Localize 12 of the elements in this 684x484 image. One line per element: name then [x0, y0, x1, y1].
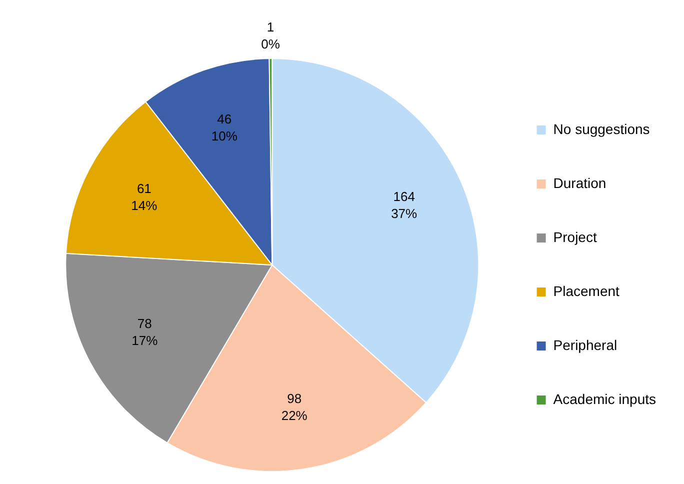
legend-label: No suggestions — [553, 120, 650, 137]
data-label: 46 10% — [211, 112, 238, 144]
data-label: 61 14% — [131, 180, 158, 213]
legend-label: Peripheral — [553, 336, 618, 353]
data-label: 1 0% — [261, 20, 280, 52]
data-label: 78 17% — [132, 316, 158, 348]
legend-label: Placement — [553, 282, 620, 299]
data-label: 164 37% — [391, 189, 418, 222]
data-label: 98 22% — [281, 390, 308, 423]
legend-label: Academic inputs — [553, 390, 656, 407]
legend-label: Duration — [553, 174, 606, 191]
legend-label: Project — [553, 228, 597, 245]
